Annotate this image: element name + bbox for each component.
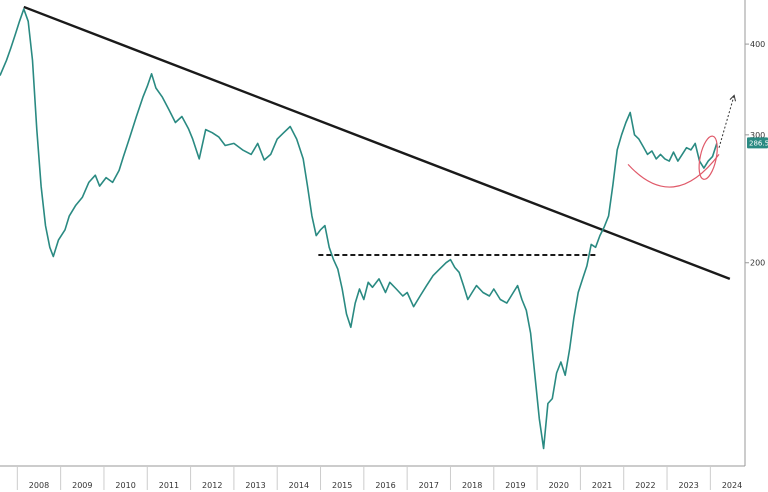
last-value-label: 286.56 (749, 139, 768, 147)
y-axis-ticks: 200 300 400 (745, 40, 765, 268)
x-tick-label: 2020 (549, 481, 569, 490)
annotation-layer-front (627, 94, 736, 188)
x-tick-label: 2019 (505, 481, 525, 490)
highlight-ellipse-annotation (698, 135, 718, 180)
x-tick-label: 2012 (202, 481, 222, 490)
x-tick-label: 2017 (419, 481, 439, 490)
x-tick-label: 2008 (29, 481, 49, 490)
series-layer (0, 8, 718, 450)
y-tick-label: 200 (750, 259, 765, 268)
y-tick-label: 400 (750, 40, 765, 49)
x-tick-label: 2018 (462, 481, 482, 490)
x-tick-label: 2022 (635, 481, 655, 490)
trendline (23, 5, 731, 281)
x-tick-label: 2015 (332, 481, 352, 490)
x-tick-label: 2011 (159, 481, 179, 490)
x-tick-label: 2016 (375, 481, 395, 490)
projection-arrow-line (718, 95, 735, 148)
x-tick-label: 2021 (592, 481, 612, 490)
x-tick-label: 2024 (722, 481, 742, 490)
projection-arrow-head (729, 94, 736, 102)
x-tick-label: 2013 (245, 481, 265, 490)
x-tick-label: 2009 (72, 481, 92, 490)
axes (0, 0, 746, 467)
series-line-0 (0, 8, 718, 450)
x-tick-label: 2014 (289, 481, 309, 490)
last-value-background (747, 137, 768, 149)
x-tick-label: 2010 (115, 481, 135, 490)
x-tick-label: 2023 (679, 481, 699, 490)
last-value-tag: 286.56 (747, 137, 768, 149)
x-axis-ticks: 2008 2009 2010 2011 2012 2013 2014 2015 2016 2017… (16, 466, 742, 490)
cup-arc-annotation (627, 153, 720, 188)
annotation-layer (23, 5, 731, 281)
y-tick-label: 300 (750, 131, 765, 140)
